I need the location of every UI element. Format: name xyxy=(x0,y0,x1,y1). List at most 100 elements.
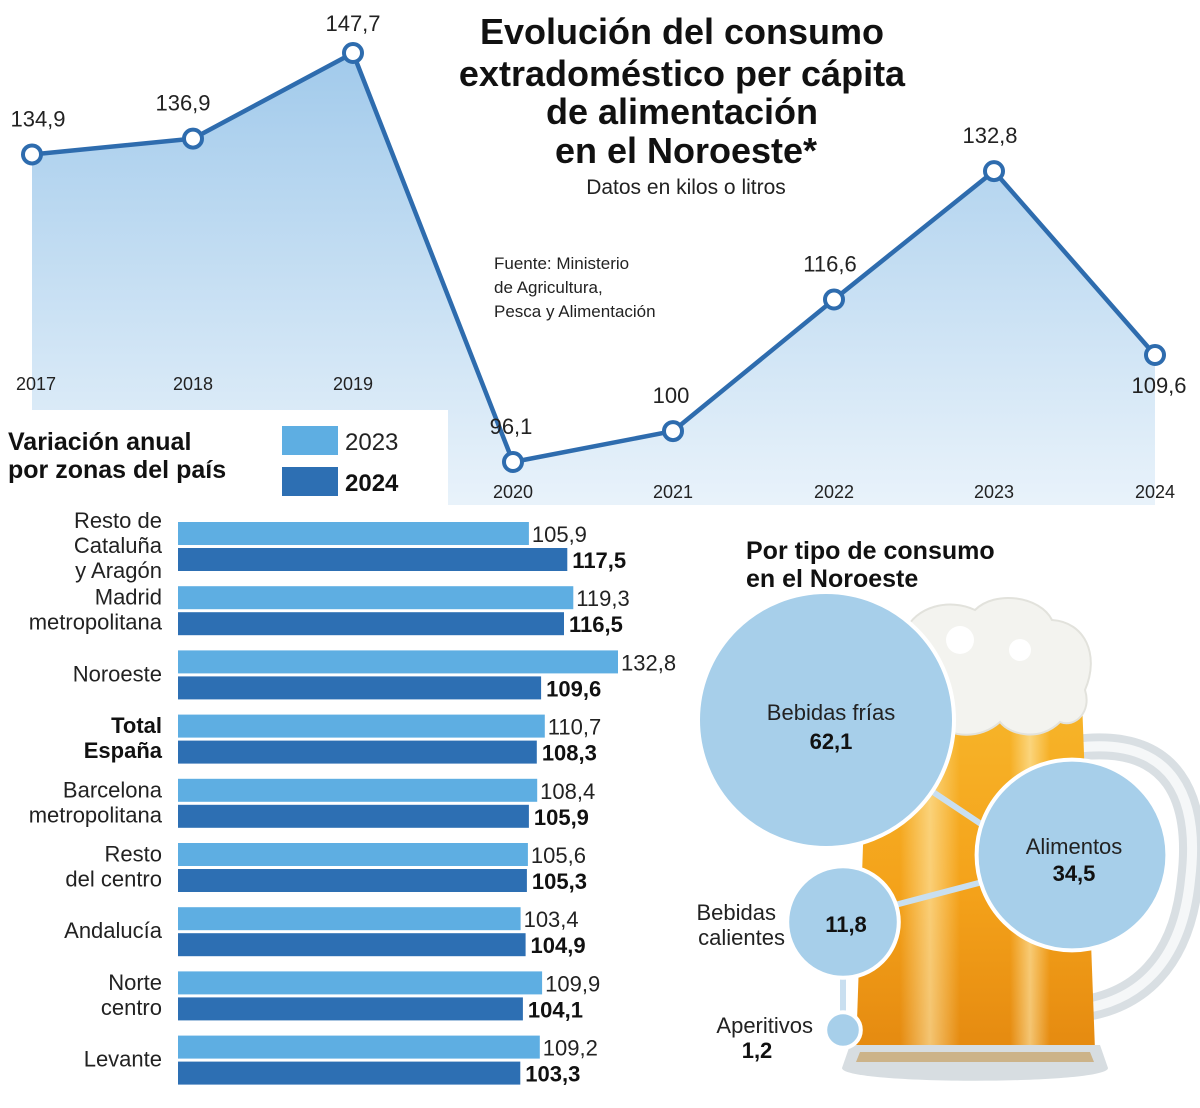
bar-legend: 2023 2024 xyxy=(282,426,399,497)
bubble-value-bebidas-frias: 62,1 xyxy=(810,729,853,754)
bar-chart-title-line-2: por zonas del país xyxy=(8,456,226,484)
line-point-2019 xyxy=(342,42,364,64)
line-x-tick-2017: 2017 xyxy=(16,374,56,394)
line-chart: 134,9 136,9 147,7 96,1 100 116,6 132,8 109,6 20… xyxy=(0,11,1187,510)
bar-value-2023-7: 109,9 xyxy=(545,971,600,996)
bar-2024-2 xyxy=(178,676,542,700)
bar-value-2023-6: 103,4 xyxy=(524,907,579,932)
bubble-label-bebidas-calientes: calientes xyxy=(698,925,785,950)
bar-category-label-3: España xyxy=(84,738,163,763)
title-line-1: Evolución del consumo xyxy=(480,11,884,52)
bar-category-label-4: Barcelona xyxy=(63,777,163,802)
line-value-label-2024: 109,6 xyxy=(1131,373,1186,398)
mug-base-shade xyxy=(856,1052,1094,1062)
source-line-2: de Agricultura, xyxy=(494,278,603,297)
line-area xyxy=(32,53,1155,505)
bar-value-2024-4: 105,9 xyxy=(534,805,589,830)
line-x-tick-2024: 2024 xyxy=(1135,482,1175,502)
foam-bubble xyxy=(1009,639,1031,661)
bar-2024-8 xyxy=(178,1061,521,1085)
line-x-tick-2022: 2022 xyxy=(814,482,854,502)
bar-value-2023-5: 105,6 xyxy=(531,843,586,868)
bar-2023-3 xyxy=(178,714,545,738)
bar-category-label-2: Noroeste xyxy=(73,661,162,686)
line-x-tick-2021: 2021 xyxy=(653,482,693,502)
bar-2024-1 xyxy=(178,612,564,636)
line-point-2018 xyxy=(182,127,204,150)
line-point-2024 xyxy=(1144,343,1166,366)
bubble-chart: Por tipo de consumo en el Noroeste Bebid… xyxy=(696,537,1170,1063)
source-note: Fuente: Ministerio de Agricultura, Pesca… xyxy=(494,254,656,321)
bar-value-2024-0: 117,5 xyxy=(572,548,626,573)
bar-value-2024-8: 103,3 xyxy=(525,1062,580,1087)
bar-2024-7 xyxy=(178,997,523,1021)
line-value-label-2021: 100 xyxy=(653,383,690,408)
bubble-label-bebidas-calientes: Bebidas xyxy=(696,900,776,925)
bar-value-2024-7: 104,1 xyxy=(528,997,583,1022)
bar-category-label-4: metropolitana xyxy=(29,802,163,827)
bar-2023-1 xyxy=(178,586,574,610)
area-mask xyxy=(0,410,448,510)
bar-2023-6 xyxy=(178,907,521,931)
source-line-3: Pesca y Alimentación xyxy=(494,302,656,321)
bar-2024-0 xyxy=(178,548,568,571)
bar-chart: Variación anual por zonas del país 2023 … xyxy=(8,426,676,1087)
bar-value-2023-0: 105,9 xyxy=(532,522,587,547)
bar-category-label-0: Resto de xyxy=(74,508,162,533)
line-point-2023 xyxy=(983,160,1005,183)
line-points xyxy=(21,42,1166,473)
bubble-value-bebidas-calientes: 11,8 xyxy=(825,912,867,937)
bar-2023-4 xyxy=(178,778,538,802)
bar-category-label-8: Levante xyxy=(84,1047,162,1072)
bar-2024-3 xyxy=(178,740,537,764)
title-line-3: de alimentación xyxy=(546,91,818,132)
mug-handle-inner xyxy=(1065,741,1198,1015)
bar-value-2023-4: 108,4 xyxy=(540,779,595,804)
bar-value-2024-5: 105,3 xyxy=(532,869,587,894)
bar-value-labels: 105,9117,5119,3116,5132,8109,6110,7108,3… xyxy=(524,522,676,1087)
bar-value-2024-6: 104,9 xyxy=(531,933,586,958)
bubbles xyxy=(696,590,1170,1050)
title-line-2: extradoméstico per cápita xyxy=(459,53,906,94)
line-point-2022 xyxy=(823,288,845,311)
bar-category-label-1: metropolitana xyxy=(29,610,163,635)
bubble-chart-title-line-1: Por tipo de consumo xyxy=(746,537,995,565)
line-x-tick-2020: 2020 xyxy=(493,482,533,502)
bar-value-2023-8: 109,2 xyxy=(543,1036,598,1061)
bar-value-2023-2: 132,8 xyxy=(621,650,676,675)
bar-value-2024-1: 116,5 xyxy=(569,612,623,637)
bubble-value-alimentos: 34,5 xyxy=(1053,861,1096,886)
bar-bars xyxy=(178,522,618,1085)
bar-value-2024-2: 109,6 xyxy=(546,676,601,701)
bar-value-2023-3: 110,7 xyxy=(548,715,601,740)
bubble-0 xyxy=(696,590,956,850)
mug-base xyxy=(842,1045,1108,1081)
line-value-label-2018: 136,9 xyxy=(155,91,210,116)
bar-chart-title-line-1: Variación anual xyxy=(8,428,191,456)
bar-category-label-3: Total xyxy=(111,713,162,738)
bubble-label-aperitivos: Aperitivos xyxy=(716,1013,813,1038)
title-line-4: en el Noroeste* xyxy=(555,130,817,171)
line-x-tick-labels: 2017 2018 2019 2020 2021 2022 2023 2024 xyxy=(16,374,1175,502)
bubble-connector xyxy=(894,877,991,908)
bubble-2 xyxy=(785,864,901,980)
bar-2024-5 xyxy=(178,869,527,892)
line-value-label-2022: 116,6 xyxy=(803,252,856,277)
bar-category-label-1: Madrid xyxy=(95,585,162,610)
foam-bubble xyxy=(946,626,974,654)
bubble-1 xyxy=(974,757,1170,953)
bar-category-label-6: Andalucía xyxy=(64,918,163,943)
line-point-2017 xyxy=(21,143,43,166)
legend-swatch-2024 xyxy=(282,467,338,496)
line-point-2020 xyxy=(502,451,524,473)
bar-2023-0 xyxy=(178,522,529,545)
bar-value-2024-3: 108,3 xyxy=(542,741,597,766)
bar-2024-4 xyxy=(178,804,529,828)
line-value-label-2017: 134,9 xyxy=(10,106,65,131)
line-value-label-2023: 132,8 xyxy=(962,123,1017,148)
bubble-value-aperitivos: 1,2 xyxy=(742,1038,773,1063)
chart-subtitle: Datos en kilos o litros xyxy=(586,176,786,199)
legend-swatch-2023 xyxy=(282,426,338,455)
